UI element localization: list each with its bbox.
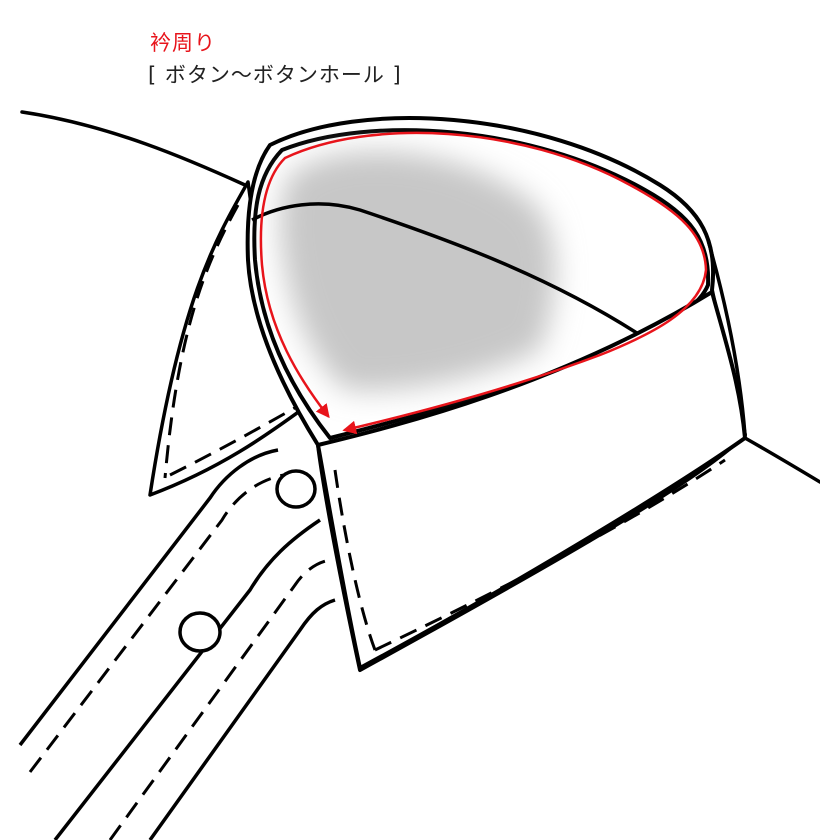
diagram-title: 衿周り: [150, 31, 216, 55]
button-circle-icon: [178, 611, 222, 653]
shoulder-line-right: [743, 436, 820, 484]
shirt-placket: [18, 448, 336, 840]
neck-measurement-line: [259, 131, 708, 435]
neck-opening: [251, 128, 747, 440]
diagram-subtitle: [ ボタン〜ボタンホール ]: [148, 63, 402, 87]
collar-point-right: [316, 290, 747, 670]
inner-shadow: [280, 151, 556, 391]
button-circle-icon: [275, 469, 317, 509]
shoulder-line-left: [20, 110, 247, 187]
